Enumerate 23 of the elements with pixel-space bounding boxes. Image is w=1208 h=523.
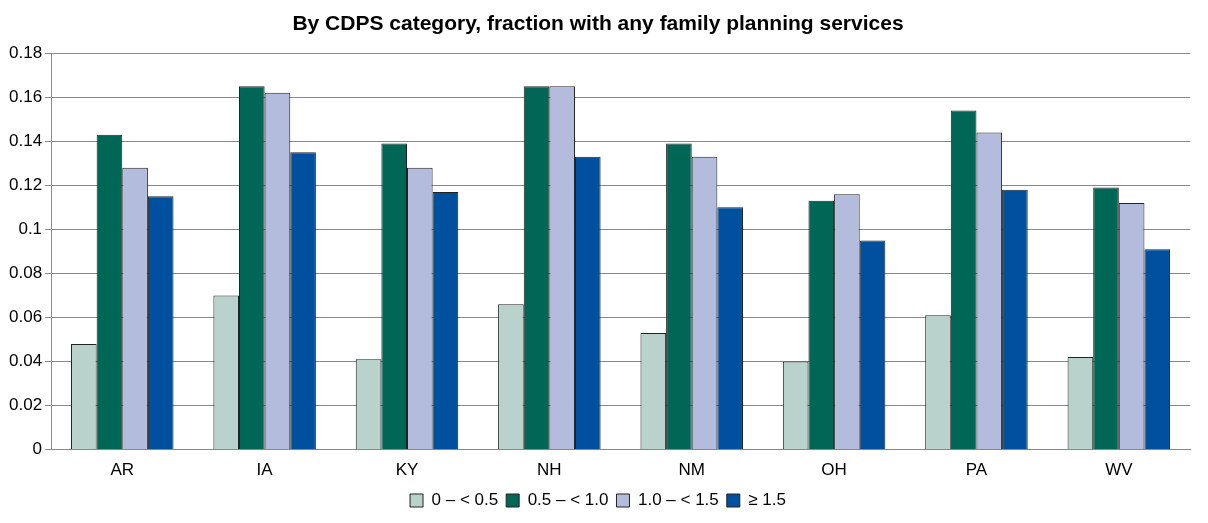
x-tick-label: WV [1105,460,1134,480]
y-tick-label: 0.02 [8,395,43,415]
y-tick-label: 0.08 [8,263,43,283]
legend-label: 1.0 – < 1.5 [637,490,719,510]
x-tick-label: AR [110,460,135,480]
y-tick-label: 0.06 [8,307,43,327]
x-tick-label: PA [965,460,988,480]
x-tick-label: NM [678,460,705,480]
x-tick-label: OH [821,460,847,480]
y-tick-label: 0.1 [18,219,43,239]
y-tick-label: 0.18 [8,42,43,62]
legend-label: 0 – < 0.5 [431,490,499,510]
y-tick-label: 0 [32,439,43,459]
y-tick-label: 0.12 [8,175,43,195]
chart-title: By CDPS category, fraction with any family planning services [292,11,904,35]
x-tick-label: IA [256,460,274,480]
x-tick-label: KY [395,460,419,480]
legend-label: 0.5 – < 1.0 [527,490,609,510]
y-tick-label: 0.14 [8,130,43,150]
y-tick-label: 0.16 [8,86,43,106]
legend-label: ≥ 1.5 [748,490,786,510]
x-tick-label: NH [537,460,562,480]
y-tick-label: 0.04 [8,351,43,371]
